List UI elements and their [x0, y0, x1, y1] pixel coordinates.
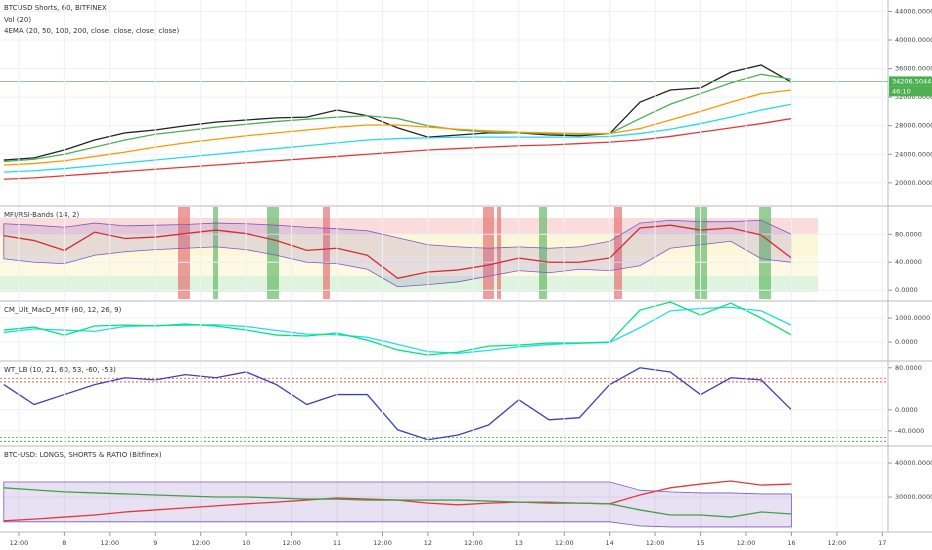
x-tick-label: 11	[333, 539, 341, 547]
x-tick-label: 12:00	[646, 539, 665, 547]
y-tick-label: 40000.0000	[895, 36, 932, 44]
pane-title: CM_Ult_MacD_MTF (60, 12, 26, 9)	[4, 306, 122, 314]
pane-title: BTCUSD Shorts, 60, BITFINEX	[4, 4, 107, 12]
band-area	[3, 481, 792, 528]
y-tick-label: 80.0000	[895, 364, 922, 372]
y-tick-label: -40.0000	[895, 427, 924, 435]
x-tick-label: 12:00	[10, 539, 29, 547]
y-tick-label: 32000.0000	[895, 93, 932, 101]
x-tick-label: 10	[242, 539, 250, 547]
x-tick-label: 12:00	[828, 539, 847, 547]
x-tick-label: 13	[515, 539, 523, 547]
signal-bar	[178, 207, 190, 299]
layout	[0, 0, 932, 533]
x-tick-label: 12:00	[191, 539, 210, 547]
y-tick-label: 0.0000	[895, 406, 918, 414]
x-tick-label: 12:00	[100, 539, 119, 547]
x-tick-label: 8	[62, 539, 66, 547]
y-tick-label: 40000.0000	[895, 459, 932, 467]
x-tick-label: 12:00	[282, 539, 301, 547]
series-line	[3, 89, 792, 166]
series-line	[3, 64, 792, 161]
x-tick-label: 12:00	[737, 539, 756, 547]
y-tick-label: 1000.0000	[895, 314, 930, 322]
series-line	[3, 487, 792, 518]
pane-title: WT_LB (10, 21, 60, 53, -60, -53)	[4, 366, 116, 374]
signal-bar	[483, 207, 494, 299]
indicator-label: 4EMA (20, 50, 100, 200, close, close, cl…	[4, 27, 179, 35]
x-tick-label: 12	[424, 539, 432, 547]
y-tick-label: 80.0000	[895, 230, 922, 238]
y-tick-label: 0.0000	[895, 286, 918, 294]
countdown-box	[889, 86, 932, 97]
pane-title: MFI/RSI-Bands (14, 2)	[4, 211, 80, 219]
series-line	[3, 103, 792, 173]
overbought-zone	[0, 218, 818, 234]
upper-zone	[0, 234, 818, 256]
series-line	[3, 301, 792, 356]
signal-bar	[323, 207, 330, 299]
signal-bar	[539, 207, 547, 299]
x-tick-label: 9	[153, 539, 157, 547]
y-tick-label: 24000.0000	[895, 150, 932, 158]
y-tick-label: 0.0000	[895, 338, 918, 346]
y-tick-label: 30000.0000	[895, 493, 932, 501]
y-tick-label: 20000.0000	[895, 179, 932, 187]
x-tick-label: 12:00	[464, 539, 483, 547]
x-tick-label: 17	[878, 539, 886, 547]
x-tick-label: 15	[696, 539, 704, 547]
indicator-label: Vol (20)	[4, 16, 31, 24]
series-line	[3, 117, 792, 180]
series-line	[3, 306, 792, 354]
series-line	[3, 73, 792, 163]
signal-bar	[497, 207, 501, 299]
signal-bar	[267, 207, 279, 299]
series-line	[3, 367, 792, 441]
lower-zone	[0, 256, 818, 276]
x-tick-label: 16	[787, 539, 795, 547]
x-tick-label: 14	[606, 539, 614, 547]
y-tick-label: 28000.0000	[895, 122, 932, 130]
signal-bar	[213, 207, 218, 299]
oversold-zone	[0, 276, 818, 292]
last-price-box	[889, 76, 932, 87]
signal-bar	[759, 207, 771, 299]
signal-bar	[614, 207, 622, 299]
x-tick-label: 12:00	[373, 539, 392, 547]
y-tick-label: 44000.0000	[895, 7, 932, 15]
x-tick-label: 12:00	[555, 539, 574, 547]
y-tick-label: 36000.0000	[895, 65, 932, 73]
y-tick-label: 40.0000	[895, 258, 922, 266]
countdown-label: 46:10	[892, 87, 911, 95]
series-line	[3, 224, 792, 280]
pane-title: BTC-USD: LONGS, SHORTS & RATIO (Bitfinex…	[4, 451, 162, 459]
last-price-label: 34206.5044	[892, 77, 931, 85]
